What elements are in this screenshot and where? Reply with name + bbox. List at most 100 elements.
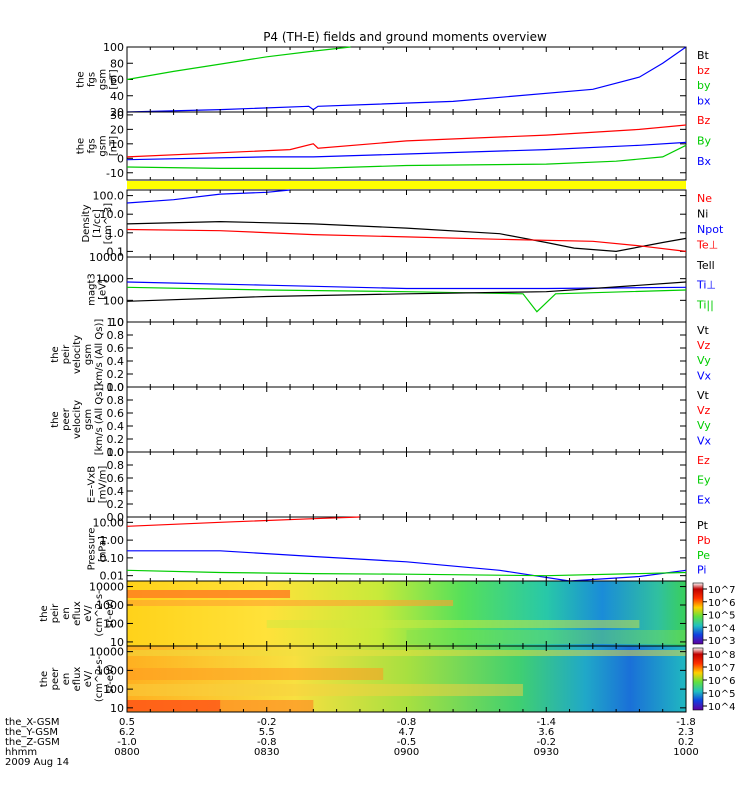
y-tick-label: 1.0 bbox=[107, 316, 125, 329]
y-axis-label-line: en bbox=[61, 673, 72, 686]
y-axis-label-line: gsm bbox=[98, 135, 109, 156]
y-axis-label-line: eV/ bbox=[83, 605, 94, 622]
y-axis-label-line: sr-eV) bbox=[105, 664, 116, 693]
colorbar-label: 10^3 bbox=[708, 636, 735, 647]
y-tick-label: 0 bbox=[117, 152, 124, 165]
legend-entry: By bbox=[697, 135, 712, 148]
x-row-value: 0830 bbox=[254, 747, 279, 758]
y-axis-label-line: [km/s (All Qs)] bbox=[94, 384, 105, 456]
y-tick-label: -10 bbox=[106, 167, 124, 180]
y-axis-label-line: velocity bbox=[72, 400, 83, 439]
y-axis-label-line: [cm^-3] bbox=[103, 203, 114, 244]
series-line-Pe bbox=[126, 569, 687, 577]
panel-10: 10^8 10^7 10^6 10^5 10^4 10000 1000 100 10 the pee… bbox=[39, 645, 735, 715]
y-tick-label: 1000 bbox=[96, 273, 124, 286]
panel-frame bbox=[126, 516, 687, 582]
y-tick-label: 1.0 bbox=[107, 381, 125, 394]
figure-title: P4 (TH-E) fields and ground moments over… bbox=[263, 30, 547, 44]
legend-entry: Tell bbox=[696, 259, 715, 272]
series-line-by bbox=[126, 46, 351, 81]
y-tick-label: 0.8 bbox=[107, 329, 125, 342]
spectrogram-band bbox=[127, 590, 291, 598]
colorbar-label: 10^4 bbox=[708, 702, 735, 713]
y-tick-label: 0.8 bbox=[107, 394, 125, 407]
colorbar-label: 10^8 bbox=[708, 650, 735, 661]
spectrogram-band bbox=[127, 700, 221, 711]
x-row-value: -1.4 bbox=[536, 717, 556, 728]
series-line-Ti|| bbox=[126, 286, 687, 313]
x-row-value: -0.2 bbox=[257, 717, 277, 728]
y-tick-label: 100 bbox=[103, 41, 124, 54]
y-tick-label: 0.8 bbox=[107, 459, 125, 472]
spectrogram-band bbox=[127, 684, 523, 696]
y-tick-label: 100.0 bbox=[93, 190, 125, 203]
y-axis-label-line: the bbox=[50, 346, 61, 362]
legend-entry: Pe bbox=[697, 549, 710, 562]
y-axis-label-line: gsm bbox=[98, 69, 109, 90]
y-tick-label: 0.01 bbox=[100, 570, 125, 583]
x-row-label: the_Z-GSM bbox=[5, 737, 60, 748]
x-row-value: -0.5 bbox=[397, 737, 417, 748]
panel-frame bbox=[126, 386, 687, 453]
yellow-flag-bar bbox=[127, 181, 686, 189]
series-line-bx bbox=[126, 46, 687, 113]
y-axis-label-line: the bbox=[39, 605, 50, 621]
y-tick-label: 0.0 bbox=[107, 446, 125, 459]
x-row-value: 2.3 bbox=[678, 727, 694, 738]
y-tick-label: 1.00 bbox=[100, 534, 125, 547]
series-line-Bx bbox=[126, 141, 687, 161]
y-tick-label: 10 bbox=[110, 316, 124, 329]
y-tick-label: 1.0 bbox=[107, 227, 125, 240]
legend-entry: Te⊥ bbox=[696, 239, 718, 252]
legend-entry: Ti⊥ bbox=[696, 279, 716, 292]
y-axis-label-line: gsm bbox=[83, 409, 94, 430]
y-tick-label: 100 bbox=[103, 294, 124, 307]
y-tick-label: 10 bbox=[110, 138, 124, 151]
series-line-Tell bbox=[126, 281, 687, 302]
y-axis-label-line: gsm bbox=[83, 344, 94, 365]
x-row-value: -0.8 bbox=[257, 737, 277, 748]
y-axis-label-line: the bbox=[76, 138, 87, 154]
x-row-value: 0800 bbox=[114, 747, 139, 758]
panel-9: 10^7 10^6 10^510^4 10^3 10000 1000 100 10 the pei… bbox=[39, 580, 735, 649]
legend-entry: Vy bbox=[697, 354, 711, 367]
panel-1: 100 80 60 40 20 the fgs gsm [nT] Bt bz by bx bbox=[76, 41, 711, 119]
y-tick-label: 30 bbox=[110, 109, 124, 122]
panel-frame bbox=[126, 451, 687, 518]
x-row-value: 6.2 bbox=[119, 727, 135, 738]
legend-entry: bz bbox=[697, 64, 710, 77]
y-axis-label-line: E=-VxB bbox=[87, 466, 98, 503]
legend-entry: Vt bbox=[697, 324, 710, 337]
y-axis-label-line: peir bbox=[50, 603, 61, 623]
x-row-value: -1.8 bbox=[676, 717, 696, 728]
y-tick-label: 1.0 bbox=[107, 446, 125, 459]
y-tick-label: 10.0 bbox=[100, 208, 125, 221]
legend-entry: Pi bbox=[697, 564, 706, 577]
spectrogram-band bbox=[127, 650, 686, 656]
y-tick-label: 0.4 bbox=[107, 355, 125, 368]
legend-entry: Bz bbox=[697, 114, 711, 127]
y-axis-label-line: [nT] bbox=[109, 69, 120, 89]
y-tick-label: 10.00 bbox=[93, 516, 125, 529]
colorbar-label: 10^4 bbox=[708, 623, 735, 634]
y-axis-label-line: the bbox=[76, 71, 87, 87]
y-tick-label: 10 bbox=[110, 636, 124, 649]
spectrogram-band bbox=[406, 630, 686, 644]
y-tick-label: 10000 bbox=[89, 646, 124, 659]
x-row-label: hhmm bbox=[5, 747, 37, 758]
y-axis-label-line: sr-eV) bbox=[105, 599, 116, 628]
colorbar-label: 10^7 bbox=[708, 663, 735, 674]
legend-entry: Ez bbox=[697, 454, 710, 467]
x-row-label: the_X-GSM bbox=[5, 717, 59, 728]
series-line-Ne bbox=[126, 228, 687, 252]
y-axis-label-line: (cm^2-s- bbox=[94, 655, 105, 702]
y-tick-label: 1000 bbox=[96, 599, 124, 612]
y-axis-label-line: fgs bbox=[87, 72, 98, 87]
spectrogram-band bbox=[127, 668, 384, 680]
y-axis-label-line: velocity bbox=[72, 335, 83, 374]
legend-entry: Bx bbox=[697, 155, 712, 168]
y-tick-label: 20 bbox=[110, 123, 124, 136]
y-tick-label: 0.1 bbox=[107, 245, 125, 258]
y-axis-label-line: eflux bbox=[72, 667, 83, 692]
